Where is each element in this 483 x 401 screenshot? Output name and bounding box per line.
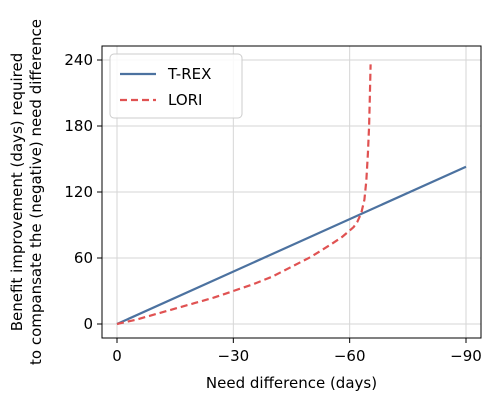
y-axis-label-line-1: Benefit improvement (days) required xyxy=(8,53,26,332)
legend-box xyxy=(109,53,243,119)
legend-label: LORI xyxy=(168,91,202,109)
y-tick-label: 0 xyxy=(83,315,93,333)
legend-label: T-REX xyxy=(167,65,211,83)
x-axis-label: Need difference (days) xyxy=(206,374,377,392)
y-tick-label: 120 xyxy=(64,183,93,201)
y-tick-label: 240 xyxy=(64,51,93,69)
x-tick-label: −60 xyxy=(334,347,366,365)
y-tick-label: 60 xyxy=(74,249,93,267)
series-layer xyxy=(116,64,467,326)
y-axis-label-line-2: to compansate the (negative) need differ… xyxy=(27,19,45,365)
x-tick-label: −30 xyxy=(218,347,250,365)
x-tick-label: 0 xyxy=(112,347,122,365)
legend: T-REX LORI xyxy=(109,53,243,119)
series-line-t-rex xyxy=(116,165,467,326)
y-tick-label: 180 xyxy=(64,117,93,135)
x-tick-label: −90 xyxy=(450,347,482,365)
ticks-layer: 0 −30 −60 −90 0 60 120 180 240 xyxy=(64,51,481,365)
y-axis-label: Benefit improvement (days) required to c… xyxy=(8,19,45,365)
